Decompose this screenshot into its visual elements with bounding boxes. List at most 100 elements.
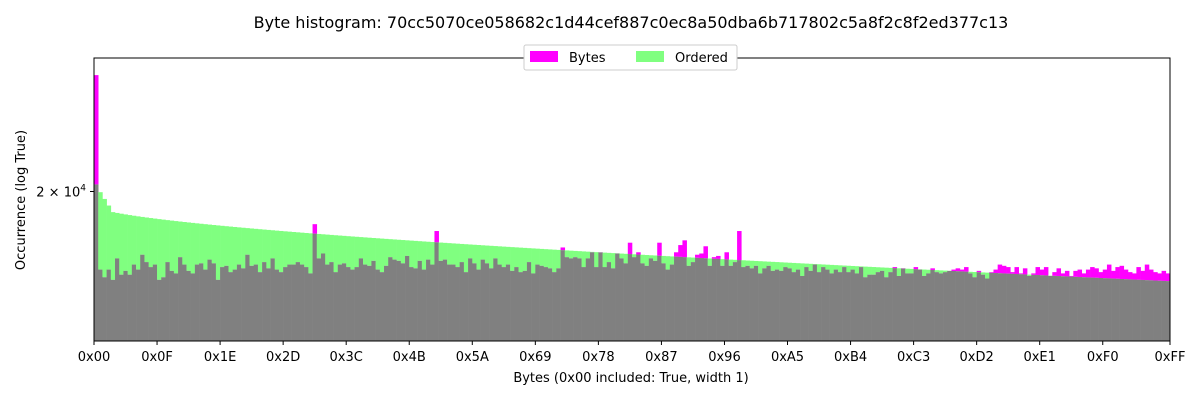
- bar-overlap: [657, 255, 662, 341]
- bar-bytes: [1043, 267, 1049, 276]
- legend-swatch-ordered: [636, 51, 664, 62]
- x-tick-label: 0x0F: [141, 350, 173, 365]
- bar-ordered: [388, 239, 393, 258]
- x-tick-label: 0x3C: [330, 350, 363, 365]
- bar-overlap: [636, 254, 641, 341]
- bar-ordered: [379, 238, 385, 273]
- bar-overlap: [1052, 275, 1057, 341]
- bar-bytes: [1056, 268, 1062, 277]
- bar-overlap: [98, 269, 103, 341]
- bar-overlap: [753, 265, 759, 341]
- bar-overlap: [1085, 277, 1091, 341]
- bar-overlap: [812, 264, 818, 341]
- bar-ordered: [358, 237, 364, 259]
- bar-bytes: [892, 267, 898, 269]
- bar-overlap: [245, 254, 250, 341]
- bar-ordered: [375, 238, 381, 270]
- bar-ordered: [985, 272, 990, 279]
- bar-overlap: [732, 262, 738, 341]
- bar-ordered: [875, 267, 881, 273]
- bar-overlap: [825, 269, 830, 341]
- bar-ordered: [354, 236, 360, 268]
- bar-ordered: [623, 253, 629, 264]
- bar-ordered: [476, 245, 481, 270]
- bar-ordered: [291, 231, 297, 265]
- bar-ordered: [400, 240, 406, 264]
- bar-overlap: [989, 272, 994, 341]
- bar-overlap: [392, 259, 397, 341]
- bar-ordered: [753, 260, 759, 266]
- bar-ordered: [438, 242, 444, 261]
- legend[interactable]: Bytes Ordered: [523, 44, 738, 71]
- bar-ordered: [770, 261, 776, 271]
- bar-overlap: [468, 258, 473, 341]
- bar-bytes: [976, 270, 982, 273]
- bar-ordered: [203, 224, 208, 270]
- bar-ordered: [720, 259, 725, 266]
- bar-ordered: [821, 264, 826, 268]
- bar-ordered: [800, 263, 805, 276]
- bar-ordered: [341, 235, 347, 264]
- bar-ordered: [926, 269, 931, 274]
- bar-overlap: [964, 271, 969, 341]
- bar-ordered: [253, 228, 259, 265]
- bar-overlap: [674, 256, 679, 341]
- bar-overlap: [207, 259, 212, 341]
- bar-overlap: [304, 267, 309, 341]
- bar-overlap: [459, 262, 465, 341]
- bar-overlap: [1001, 273, 1007, 341]
- bar-overlap: [430, 264, 435, 341]
- bar-ordered: [413, 240, 418, 269]
- bar-overlap: [299, 264, 305, 341]
- bar-bytes: [737, 231, 742, 261]
- bar-overlap: [787, 268, 793, 341]
- x-tick-label: 0xB4: [834, 350, 867, 365]
- bar-bytes: [1165, 273, 1171, 282]
- bar-bytes: [657, 242, 662, 256]
- bar-overlap: [325, 264, 330, 341]
- bar-overlap: [1031, 274, 1036, 341]
- bar-ordered: [333, 235, 339, 273]
- bar-ordered: [610, 253, 616, 269]
- bar-ordered: [472, 244, 477, 264]
- bar-ordered: [455, 243, 460, 268]
- bar-bytes: [1064, 270, 1070, 277]
- x-tick-label: 0x69: [519, 350, 552, 365]
- bar-overlap: [758, 273, 763, 341]
- bar-overlap: [274, 269, 280, 341]
- bar-overlap: [976, 272, 982, 341]
- bar-ordered: [346, 236, 351, 268]
- bar-overlap: [833, 269, 839, 341]
- bar-ordered: [816, 264, 822, 273]
- bar-overlap: [173, 273, 179, 341]
- bar-ordered: [190, 222, 196, 274]
- bar-overlap: [884, 277, 889, 341]
- bar-ordered: [766, 261, 771, 266]
- bar-ordered: [943, 270, 948, 273]
- bar-ordered: [934, 270, 940, 273]
- bar-ordered: [585, 251, 591, 259]
- bar-ordered: [320, 234, 326, 254]
- bar-overlap: [564, 257, 570, 341]
- bar-ordered: [127, 215, 133, 275]
- bar-overlap: [922, 275, 927, 341]
- bar-ordered: [152, 218, 158, 265]
- bar-ordered: [669, 256, 675, 265]
- bar-bytes: [959, 269, 965, 272]
- bar-ordered: [463, 244, 469, 273]
- bar-overlap: [421, 269, 427, 341]
- bar-ordered: [299, 232, 305, 265]
- bar-overlap: [1157, 280, 1162, 341]
- bar-ordered: [879, 267, 885, 271]
- bar-overlap: [178, 257, 183, 341]
- bar-ordered: [245, 228, 250, 255]
- bar-ordered: [215, 225, 221, 280]
- bar-overlap: [951, 270, 956, 341]
- bar-overlap: [850, 269, 856, 341]
- bar-ordered: [573, 250, 578, 258]
- bar-overlap: [552, 272, 557, 341]
- bar-overlap: [1136, 279, 1141, 341]
- bar-overlap: [842, 267, 847, 341]
- bar-overlap: [539, 265, 545, 341]
